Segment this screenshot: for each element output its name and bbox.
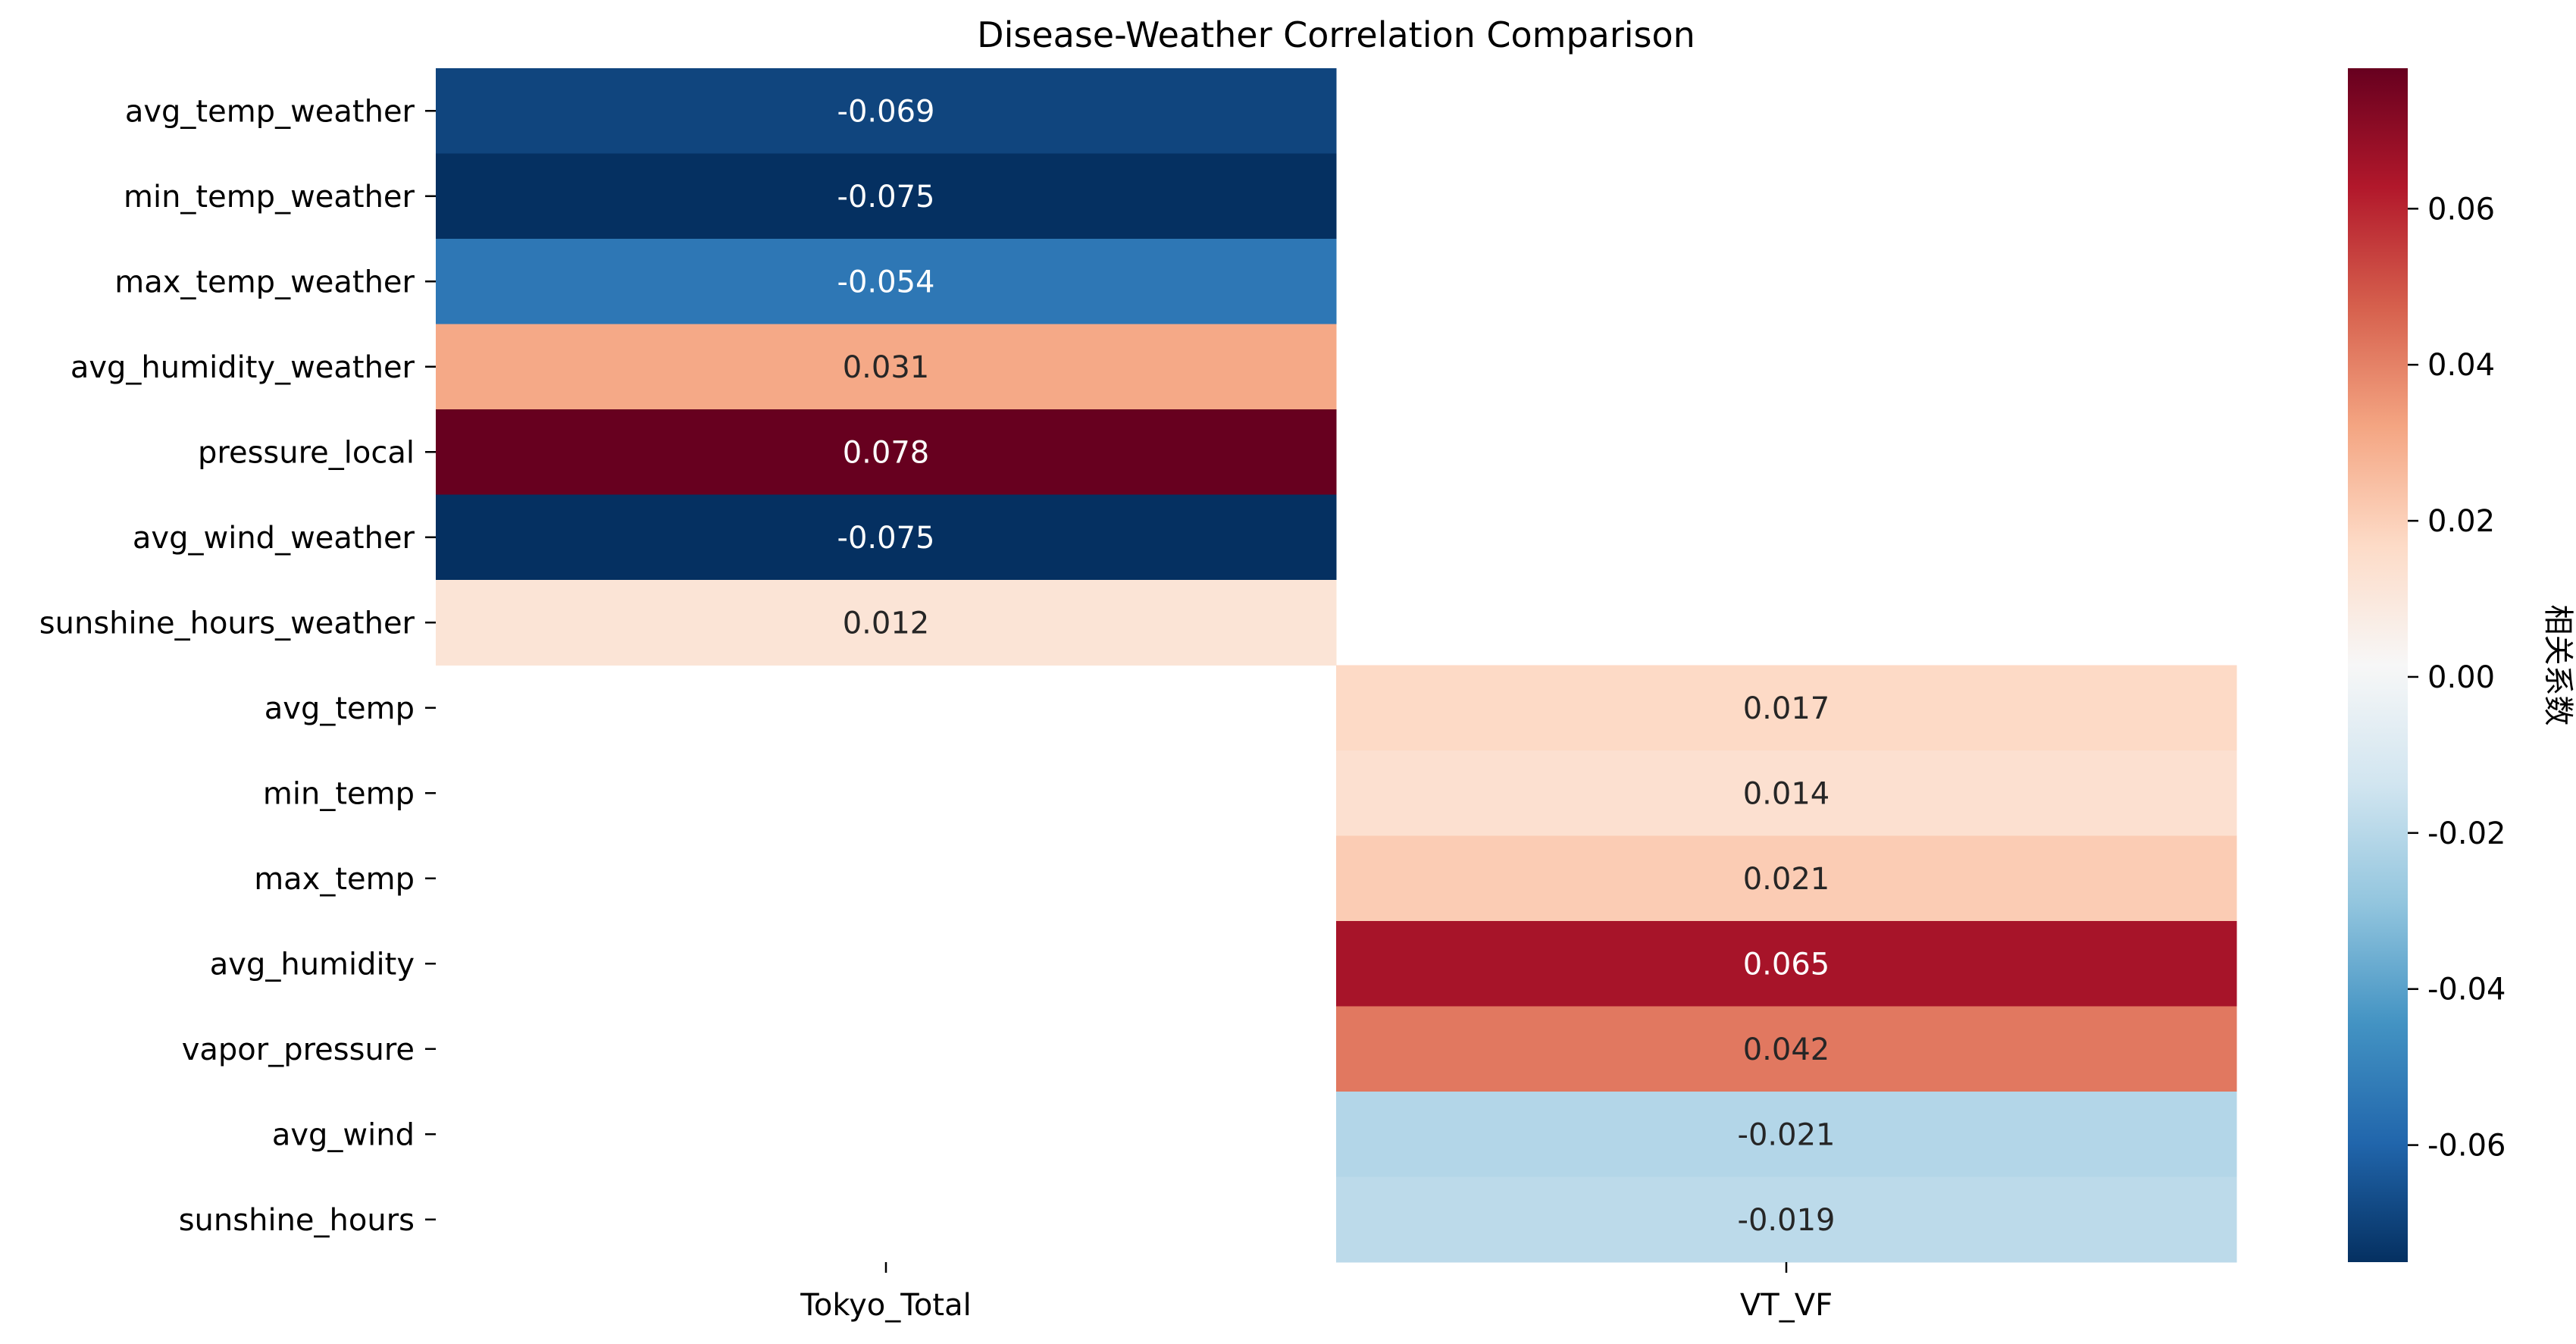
cell-value-label: 0.017 xyxy=(1743,691,1830,726)
heatmap-cell xyxy=(436,153,1337,240)
heatmap-cell xyxy=(1336,750,2237,836)
cell-value-label: 0.014 xyxy=(1743,776,1830,811)
heatmap-cell xyxy=(436,494,1337,581)
column-label: Tokyo_Total xyxy=(800,1288,971,1323)
chart-title: Disease-Weather Correlation Comparison xyxy=(977,14,1695,55)
heatmap-cell xyxy=(1336,835,2237,922)
heatmap-cell xyxy=(1336,1006,2237,1092)
row-label: avg_humidity_weather xyxy=(70,350,415,385)
cell-value-label: 0.021 xyxy=(1743,862,1830,897)
colorbar-label: 相关系数 xyxy=(2540,605,2575,726)
heatmap-cell xyxy=(436,324,1337,410)
heatmap-cell xyxy=(1336,921,2237,1007)
colorbar-gradient xyxy=(2348,68,2408,1262)
row-label: vapor_pressure xyxy=(182,1032,415,1067)
row-label: max_temp xyxy=(254,862,415,897)
row-label: max_temp_weather xyxy=(114,265,415,299)
colorbar-tick-label: 0.06 xyxy=(2427,192,2495,227)
cell-value-label: 0.042 xyxy=(1743,1032,1830,1067)
colorbar-tick-label: 0.02 xyxy=(2427,504,2495,539)
cell-value-label: 0.065 xyxy=(1743,947,1830,982)
cell-value-label: -0.069 xyxy=(837,94,935,129)
colorbar-tick-label: -0.04 xyxy=(2427,973,2506,1007)
heatmap-cell xyxy=(436,580,1337,666)
heatmap-cell xyxy=(1336,1176,2237,1263)
row-label: min_temp_weather xyxy=(124,180,415,215)
row-label: sunshine_hours_weather xyxy=(39,606,415,641)
cell-value-label: -0.021 xyxy=(1738,1117,1836,1152)
heatmap-cell xyxy=(1336,665,2237,751)
colorbar-ticks: 0.06 0.04 0.02 0.00 -0.02 -0.04 -0.06 xyxy=(2408,192,2506,1164)
row-label: avg_temp xyxy=(264,691,415,726)
colorbar: 0.06 0.04 0.02 0.00 -0.02 -0.04 -0.06 相关系数 xyxy=(2348,68,2575,1262)
cell-value-label: -0.019 xyxy=(1738,1203,1836,1238)
cell-value-label: 0.012 xyxy=(843,606,930,641)
colorbar-tick-label: -0.02 xyxy=(2427,816,2506,851)
row-label: avg_humidity xyxy=(210,947,415,982)
cell-value-label: -0.075 xyxy=(837,521,935,556)
row-label: avg_temp_weather xyxy=(125,94,415,129)
row-label: sunshine_hours xyxy=(179,1203,415,1238)
colorbar-tick-label: 0.00 xyxy=(2427,660,2495,695)
colorbar-tick-label: 0.04 xyxy=(2427,348,2495,383)
heatmap-cell xyxy=(436,409,1337,495)
colorbar-tick-label: -0.06 xyxy=(2427,1129,2506,1164)
heatmap-cells: -0.069 -0.075 -0.054 0.031 0.078 -0.075 0.012 0… xyxy=(436,68,2237,1263)
cell-value-label: -0.054 xyxy=(837,265,935,299)
cell-value-label: 0.031 xyxy=(843,350,930,385)
cell-value-label: -0.075 xyxy=(837,180,935,215)
row-label: min_temp xyxy=(263,776,415,811)
heatmap-cell xyxy=(436,239,1337,324)
heatmap-cell xyxy=(1336,1092,2237,1177)
cell-value-label: 0.078 xyxy=(843,435,930,470)
row-axis: avg_temp_weather min_temp_weather max_temp… xyxy=(39,94,436,1238)
row-label: avg_wind xyxy=(272,1117,415,1152)
column-axis: Tokyo_Total VT_VF xyxy=(800,1262,1833,1323)
row-label: pressure_local xyxy=(198,435,415,470)
heatmap-cell xyxy=(436,68,1337,154)
row-label: avg_wind_weather xyxy=(133,521,415,556)
column-label: VT_VF xyxy=(1740,1288,1833,1323)
